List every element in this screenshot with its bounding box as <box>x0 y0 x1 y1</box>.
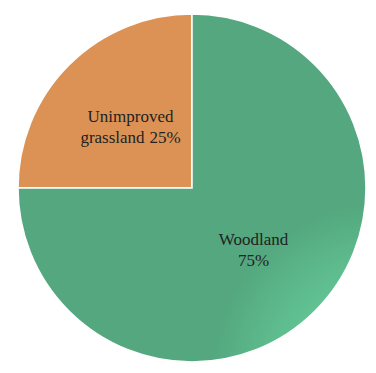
pie <box>18 14 366 362</box>
label-line: Unimproved <box>88 107 174 126</box>
slice <box>18 14 192 188</box>
slice-label: Woodland <box>219 230 289 249</box>
value-label: 25% <box>149 128 180 147</box>
label-line: Woodland <box>219 230 289 249</box>
labels: Unimproved grassland25% Woodland 75% <box>80 107 288 270</box>
label-line: grassland <box>80 128 145 147</box>
slice <box>18 14 366 362</box>
chart: Unimproved grassland25% Woodland 75% <box>0 0 376 373</box>
value-label: 75% <box>238 251 269 270</box>
